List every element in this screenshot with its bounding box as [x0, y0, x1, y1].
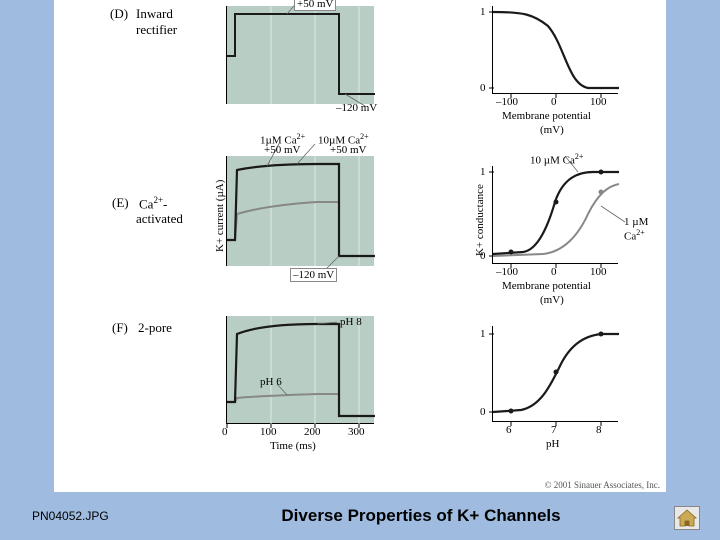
chart-d-right [492, 6, 618, 94]
trace-f-left [227, 316, 375, 424]
tick-e-x1: 0 [551, 266, 557, 278]
row-d-name-l2: rectifier [136, 22, 177, 38]
row-e-name: Ca2+- [139, 195, 167, 212]
chart-d-left [226, 6, 374, 104]
tick-f-y0: 0 [480, 406, 486, 418]
tick-d-x0: –100 [496, 96, 518, 108]
row-e-name-l2: activated [136, 211, 183, 227]
axis-left-ylabel: K+ current (µA) [214, 180, 226, 252]
tick-e-y1: 1 [480, 166, 486, 178]
tick-d-y1: 1 [480, 6, 486, 18]
footer-bar: PN04052.JPG Diverse Properties of K+ Cha… [0, 492, 720, 540]
tick-e-x2: 100 [590, 266, 607, 278]
ann-e-1-l2: +50 mV [264, 144, 300, 156]
ann-e-bot: –120 mV [290, 268, 337, 282]
tick-fl-x1: 100 [260, 426, 277, 438]
tick-d-x1: 0 [551, 96, 557, 108]
home-icon[interactable] [674, 506, 700, 530]
copyright-text: © 2001 Sinauer Associates, Inc. [545, 480, 660, 490]
ann-e-r2-l2: Ca2+ [624, 228, 645, 243]
figure-panel: (D) Inward rectifier +50 mV –120 mV 1 0 … [54, 0, 666, 492]
page-title: Diverse Properties of K+ Channels [122, 506, 720, 526]
row-d-name-l1: Inward [136, 6, 173, 22]
axis-f-xlabel: pH [546, 438, 559, 450]
ann-f-bot: pH 6 [260, 376, 282, 388]
trace-d-left [227, 6, 375, 104]
chart-f-right [492, 326, 618, 422]
row-e-name-sup: 2+ [153, 195, 163, 205]
axis-f-left-xlabel: Time (ms) [270, 440, 316, 452]
ann-d-bot: –120 mV [336, 102, 377, 114]
row-e-letter: (E) [112, 195, 129, 211]
ann-d-top: +50 mV [294, 0, 336, 11]
row-d-letter: (D) [110, 6, 128, 22]
ann-e-r1: 10 µM Ca2+ [530, 152, 583, 167]
tick-d-x2: 100 [590, 96, 607, 108]
tick-f-y1: 1 [480, 328, 486, 340]
curve-e-right [493, 166, 619, 264]
curve-d-right [493, 6, 619, 94]
tick-e-x0: –100 [496, 266, 518, 278]
row-f-letter: (F) [112, 320, 128, 336]
row-e-name-ca: Ca [139, 196, 153, 211]
curve-f-right [493, 326, 619, 422]
ann-f-top: pH 8 [340, 316, 362, 328]
axis-e-xlabel-l1: Membrane potential [502, 280, 591, 292]
ann-e-r2-l1: 1 µM [624, 216, 648, 228]
tick-fl-x0: 0 [222, 426, 228, 438]
row-f-name: 2-pore [138, 320, 172, 336]
tick-fl-x2: 200 [304, 426, 321, 438]
ann-e-2-l2: +50 mV [330, 144, 366, 156]
axis-d-xlabel-l2: (mV) [540, 124, 564, 136]
trace-e-left [227, 156, 375, 266]
row-e-name-dash: - [163, 196, 167, 211]
chart-e-right [492, 166, 618, 264]
tick-f-x2: 8 [596, 424, 602, 436]
chart-f-left [226, 316, 374, 424]
chart-e-left [226, 156, 374, 266]
tick-f-x0: 6 [506, 424, 512, 436]
tick-f-x1: 7 [551, 424, 557, 436]
tick-fl-x3: 300 [348, 426, 365, 438]
axis-e-xlabel-l2: (mV) [540, 294, 564, 306]
tick-d-y0: 0 [480, 82, 486, 94]
axis-right-ylabel: K+ conductance [474, 184, 486, 256]
axis-d-xlabel-l1: Membrane potential [502, 110, 591, 122]
